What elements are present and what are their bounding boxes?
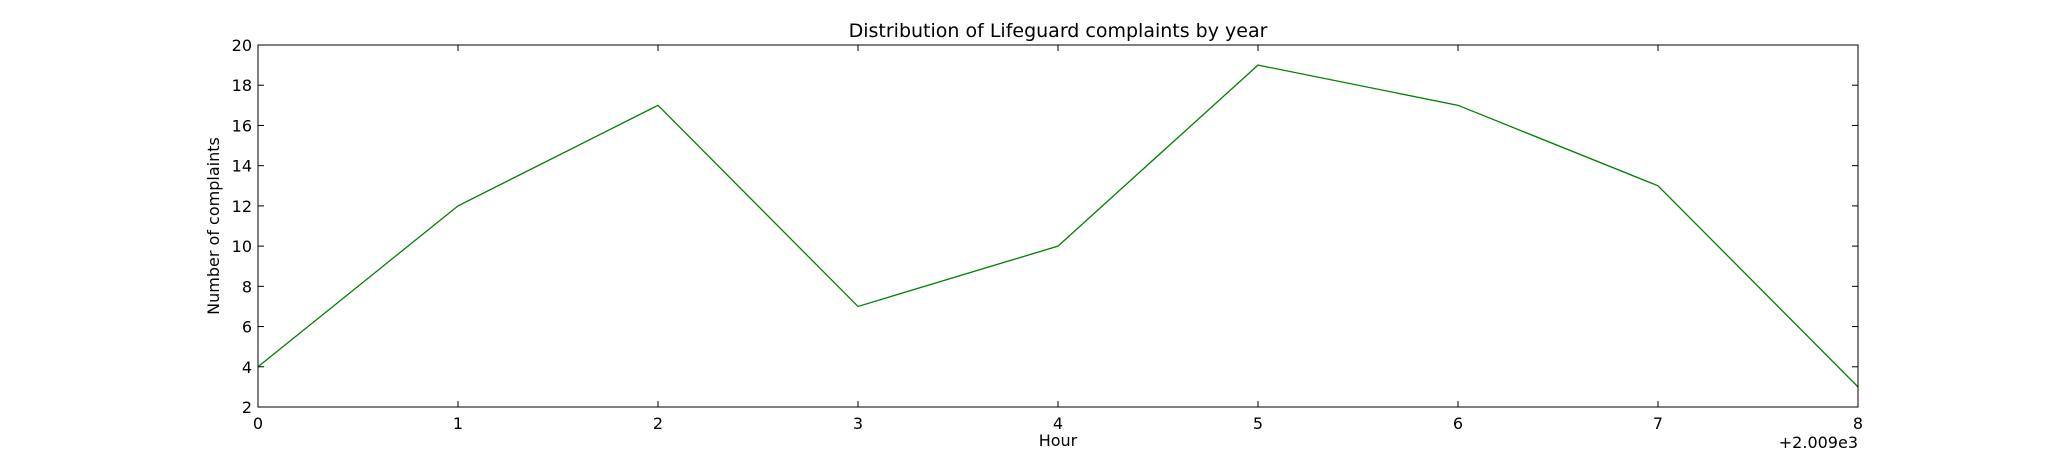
x-tick-label: 5 — [1253, 414, 1263, 433]
y-tick-label: 20 — [232, 36, 252, 55]
x-tick-label: 4 — [1053, 414, 1063, 433]
y-axis-label: Number of complaints — [204, 137, 223, 315]
y-tick-label: 2 — [242, 398, 252, 417]
x-tick-label: 3 — [853, 414, 863, 433]
y-tick-label: 8 — [242, 277, 252, 296]
x-tick-label: 1 — [453, 414, 463, 433]
x-axis-ticks: 0 1 2 3 4 5 6 7 8 — [253, 45, 1863, 433]
x-tick-label: 8 — [1853, 414, 1863, 433]
x-offset-label: +2.009e3 — [1779, 433, 1858, 450]
y-tick-label: 4 — [242, 358, 252, 377]
y-tick-label: 12 — [232, 197, 252, 216]
x-axis-label: Hour — [1039, 431, 1078, 450]
plot-frame — [257, 44, 1859, 408]
y-tick-label: 6 — [242, 318, 252, 337]
x-tick-label: 7 — [1653, 414, 1663, 433]
y-tick-label: 14 — [232, 157, 252, 176]
y-tick-label: 10 — [232, 237, 252, 256]
y-tick-label: 16 — [232, 116, 252, 135]
x-tick-label: 6 — [1453, 414, 1463, 433]
y-tick-label: 18 — [232, 76, 252, 95]
x-tick-label: 2 — [653, 414, 663, 433]
chart-title: Distribution of Lifeguard complaints by … — [849, 20, 1268, 42]
plot-background — [258, 45, 1858, 407]
x-tick-label: 0 — [253, 414, 263, 433]
